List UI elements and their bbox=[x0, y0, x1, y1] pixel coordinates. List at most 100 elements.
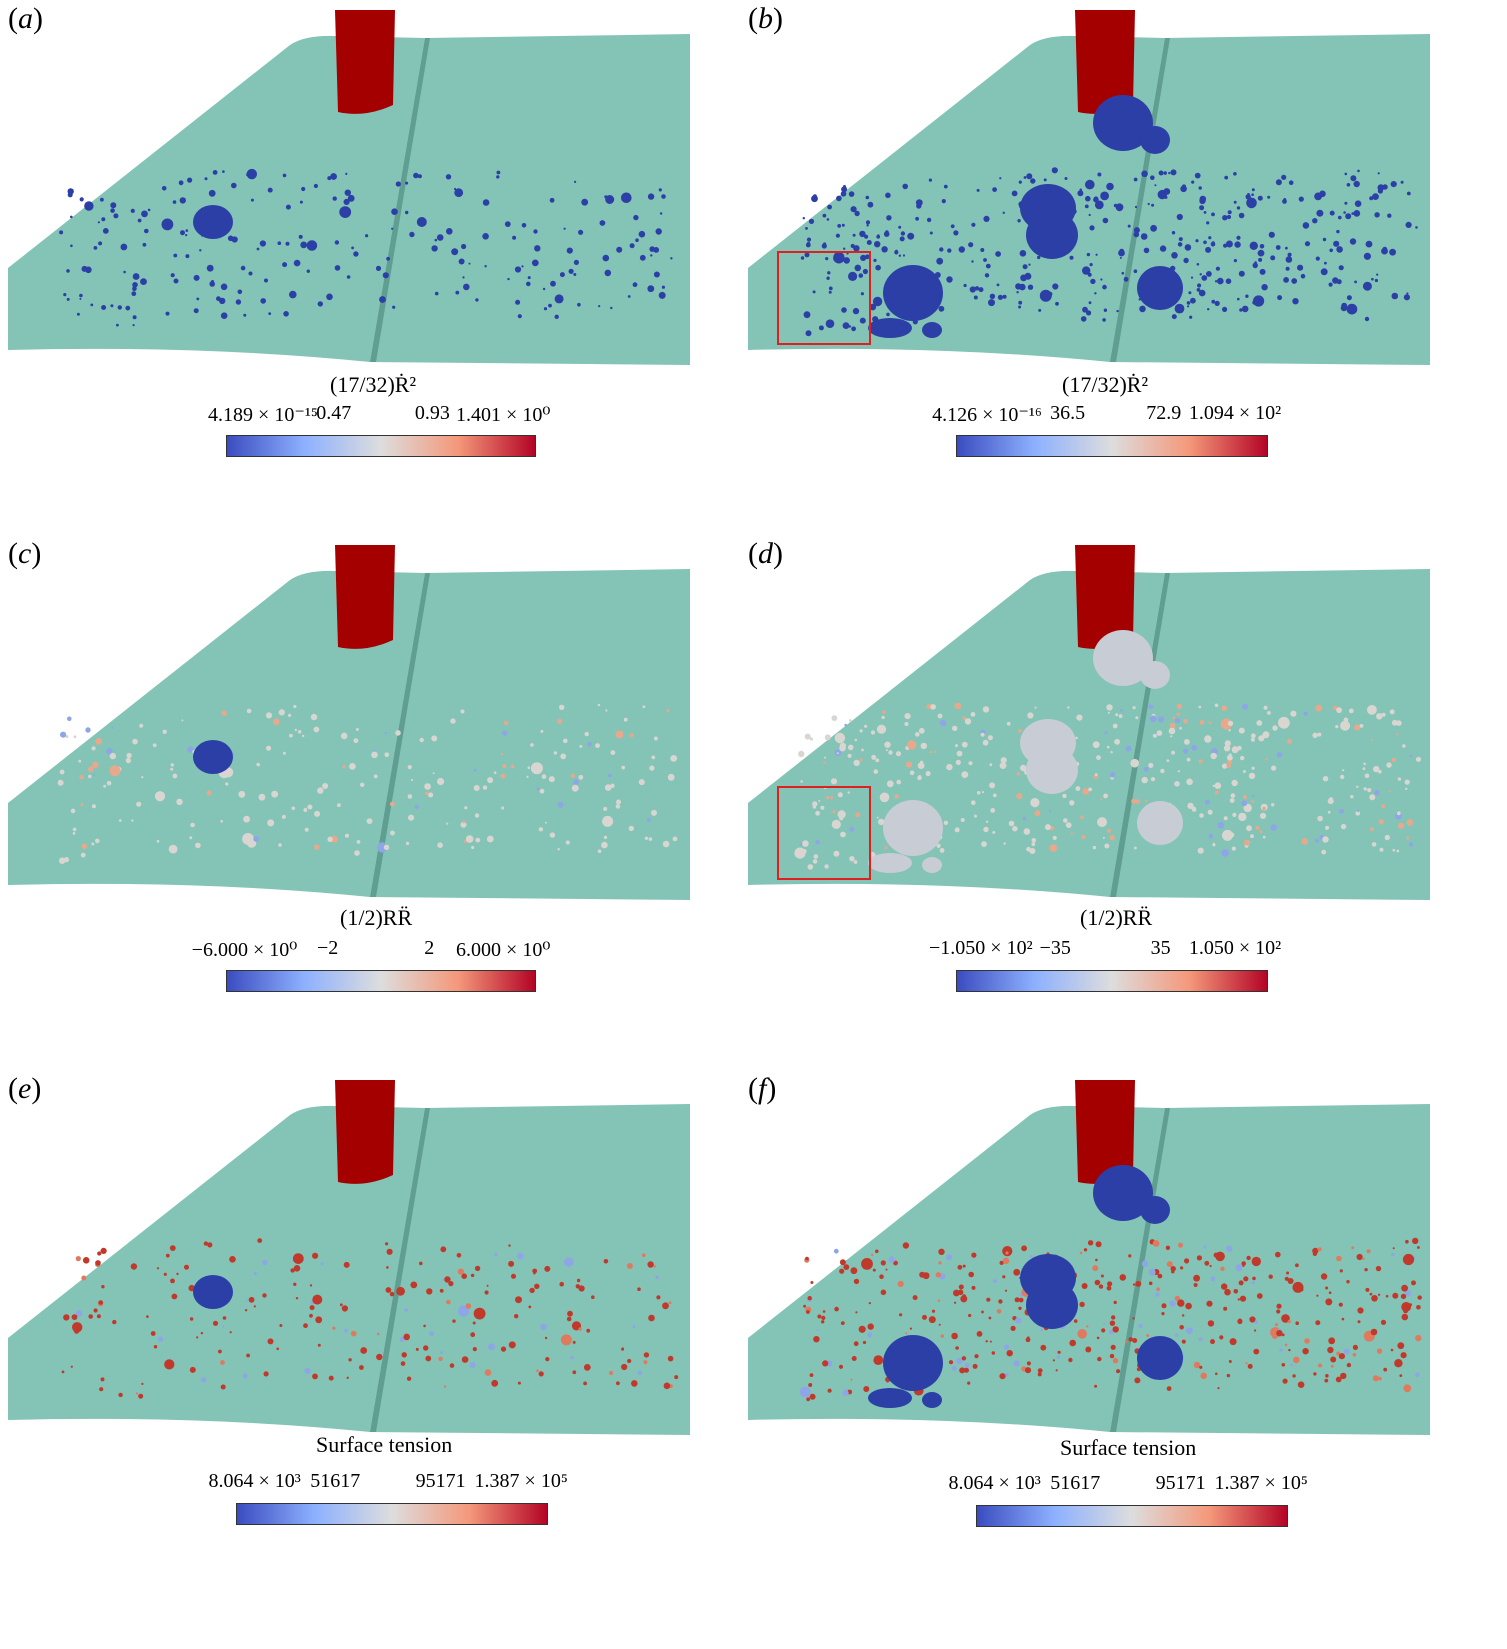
bubble bbox=[1148, 704, 1154, 710]
bubble bbox=[637, 1287, 641, 1291]
bubble bbox=[879, 1274, 884, 1279]
bubble bbox=[616, 246, 623, 253]
bubble bbox=[264, 278, 268, 283]
bubble bbox=[496, 170, 501, 175]
bubble bbox=[875, 758, 880, 763]
bubble bbox=[926, 703, 932, 710]
bubble bbox=[446, 822, 449, 825]
bubble bbox=[1018, 1297, 1024, 1303]
bubble bbox=[1316, 209, 1324, 217]
bubble bbox=[1335, 1376, 1342, 1383]
bubble bbox=[1095, 1258, 1098, 1262]
bubble bbox=[1135, 716, 1139, 720]
bubble bbox=[978, 287, 984, 293]
surface-edge bbox=[1110, 1108, 1170, 1432]
bubble bbox=[339, 206, 352, 219]
bubble bbox=[231, 236, 238, 243]
bubble bbox=[424, 791, 429, 796]
bubble bbox=[304, 827, 309, 832]
bubble bbox=[1251, 1256, 1261, 1267]
bubble bbox=[1284, 1343, 1288, 1347]
bubble bbox=[246, 1299, 249, 1302]
bubble bbox=[915, 732, 920, 737]
bubble bbox=[1320, 1273, 1328, 1280]
bubble bbox=[306, 240, 318, 251]
bubble bbox=[423, 1324, 426, 1328]
bubble bbox=[1171, 314, 1177, 320]
bubble bbox=[306, 269, 310, 273]
bubble bbox=[990, 808, 996, 813]
bubble bbox=[799, 1386, 811, 1398]
bubble bbox=[327, 836, 333, 842]
bubble bbox=[454, 187, 457, 191]
bubble bbox=[428, 792, 434, 798]
bubble bbox=[1224, 1288, 1231, 1296]
bubble bbox=[827, 204, 832, 210]
tick-label: −35 bbox=[1039, 937, 1071, 959]
bubble bbox=[419, 737, 424, 743]
bubble bbox=[983, 215, 990, 222]
bubble bbox=[573, 273, 577, 276]
bubble bbox=[1346, 295, 1352, 301]
bubble bbox=[416, 217, 427, 227]
bubble bbox=[229, 1331, 232, 1334]
bubble bbox=[1015, 283, 1022, 290]
bubble bbox=[332, 196, 337, 201]
bubble bbox=[653, 736, 658, 741]
bubble bbox=[812, 859, 818, 864]
bubble bbox=[1272, 725, 1278, 731]
bubble bbox=[300, 241, 308, 249]
bubble bbox=[806, 241, 811, 246]
bubble bbox=[1183, 718, 1188, 724]
bubble bbox=[384, 752, 390, 757]
bubble bbox=[207, 1242, 213, 1248]
bubble bbox=[836, 195, 842, 202]
bubble bbox=[834, 732, 846, 744]
bubble bbox=[532, 1268, 538, 1274]
bubble bbox=[1378, 770, 1382, 774]
bubble bbox=[1064, 177, 1068, 180]
bubble bbox=[577, 302, 581, 307]
bubble bbox=[360, 1347, 368, 1354]
bubble bbox=[1400, 180, 1404, 184]
bubble bbox=[349, 763, 356, 770]
bubble bbox=[929, 750, 933, 754]
bubble bbox=[876, 234, 881, 239]
bubble bbox=[1076, 714, 1083, 721]
bubble bbox=[440, 1351, 443, 1354]
bubble bbox=[1082, 266, 1091, 275]
bubble bbox=[1052, 1359, 1055, 1362]
bubble bbox=[1364, 316, 1370, 322]
bubble bbox=[1093, 196, 1099, 203]
bubble bbox=[1389, 248, 1396, 256]
bubble bbox=[79, 197, 84, 202]
bubble bbox=[1034, 810, 1041, 817]
bubble bbox=[850, 243, 855, 249]
bubble bbox=[463, 840, 467, 844]
bubble bbox=[1206, 1300, 1213, 1307]
bubble bbox=[803, 311, 811, 319]
bubble bbox=[548, 776, 555, 783]
bubble bbox=[1363, 762, 1366, 766]
bubble bbox=[655, 228, 662, 235]
bubble bbox=[196, 297, 200, 301]
bubble bbox=[526, 775, 529, 778]
bubble bbox=[165, 311, 170, 316]
bubble bbox=[530, 762, 543, 775]
bubble bbox=[500, 752, 504, 756]
bubble bbox=[1104, 843, 1110, 849]
bubble bbox=[1169, 722, 1176, 729]
large-bubble bbox=[883, 1335, 943, 1391]
bubble bbox=[502, 763, 507, 769]
tick-label: −6.000 × 10⁰ bbox=[191, 939, 298, 961]
bubble bbox=[243, 313, 247, 317]
bubble bbox=[1397, 1342, 1405, 1350]
bubble bbox=[806, 1397, 811, 1402]
bubble bbox=[848, 191, 855, 197]
bubble bbox=[602, 254, 610, 262]
bubble bbox=[1290, 710, 1297, 717]
bubble bbox=[229, 1256, 236, 1263]
bubble bbox=[267, 187, 273, 193]
bubble bbox=[954, 1301, 957, 1304]
bubble bbox=[1069, 255, 1074, 260]
